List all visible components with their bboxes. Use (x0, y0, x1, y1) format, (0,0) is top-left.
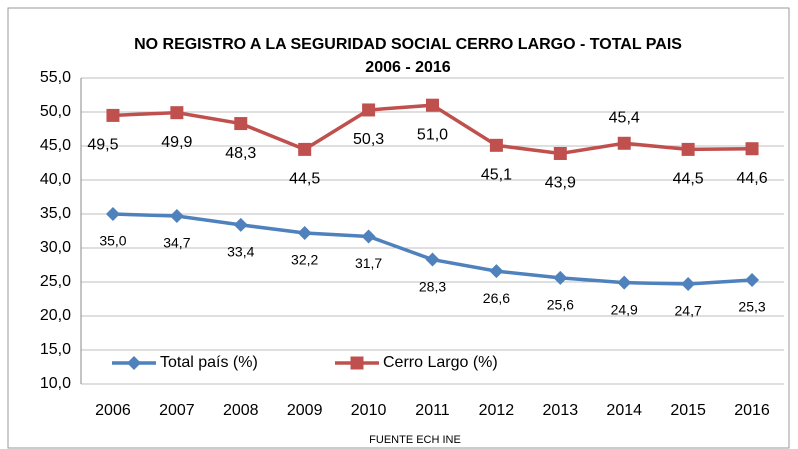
data-point (105, 207, 120, 221)
data-label: 44,5 (289, 171, 320, 188)
data-point (681, 142, 695, 156)
data-point (169, 209, 184, 224)
chart-title: NO REGISTRO A LA SEGURIDAD SOCIAL CERRO … (134, 36, 682, 53)
legend-label: Cerro Largo (%) (383, 354, 498, 371)
data-label: 49,9 (161, 134, 192, 151)
data-label: 43,9 (545, 175, 576, 192)
y-tick-label: 35,0 (40, 205, 71, 222)
data-label: 34,7 (163, 235, 190, 251)
data-label: 28,3 (419, 278, 446, 294)
data-point (297, 226, 312, 241)
x-tick-label: 2015 (670, 402, 706, 419)
data-point (553, 270, 568, 285)
data-point (361, 229, 376, 244)
data-point (362, 103, 376, 117)
data-point (553, 146, 567, 160)
data-point (745, 142, 759, 156)
data-label: 32,2 (291, 252, 318, 268)
legend-label: Total país (%) (160, 354, 258, 371)
data-label: 51,0 (417, 126, 448, 143)
x-tick-label: 2008 (223, 402, 259, 419)
data-label: 35,0 (99, 233, 126, 249)
y-tick-label: 20,0 (40, 307, 71, 324)
data-label: 25,6 (547, 297, 574, 313)
data-label: 45,1 (481, 167, 512, 184)
source-note: FUENTE ECH INE (369, 434, 461, 446)
chart-frame (7, 7, 790, 449)
data-point (425, 252, 440, 267)
data-point (233, 217, 248, 232)
x-tick-label: 2011 (415, 402, 450, 419)
x-tick-label: 2010 (351, 402, 387, 419)
y-tick-label: 15,0 (40, 341, 71, 358)
data-label: 26,6 (483, 290, 510, 306)
data-label: 25,3 (738, 299, 765, 315)
legend-marker (350, 356, 364, 370)
x-tick-label: 2006 (95, 402, 131, 419)
legend-marker (127, 356, 141, 370)
y-tick-label: 25,0 (40, 273, 71, 290)
data-label: 44,6 (736, 170, 767, 187)
y-tick-label: 10,0 (40, 375, 71, 392)
data-point (489, 264, 504, 279)
x-tick-label: 2016 (734, 402, 770, 419)
data-label: 33,4 (227, 244, 254, 260)
data-point (426, 98, 439, 112)
data-point (617, 275, 632, 290)
data-point (745, 272, 760, 287)
y-tick-label: 30,0 (40, 239, 71, 256)
y-tick-label: 45,0 (40, 137, 71, 154)
data-point (106, 108, 120, 122)
data-label: 49,5 (87, 137, 118, 154)
data-point (617, 136, 631, 150)
data-label: 24,9 (611, 301, 638, 317)
x-tick-label: 2007 (159, 402, 195, 419)
x-tick-label: 2009 (287, 402, 323, 419)
y-tick-label: 50,0 (40, 103, 71, 120)
data-label: 44,5 (673, 171, 704, 188)
data-label: 48,3 (225, 145, 256, 162)
data-label: 31,7 (355, 255, 382, 271)
x-tick-label: 2013 (543, 402, 579, 419)
chart-subtitle: 2006 - 2016 (365, 59, 451, 76)
data-point (681, 277, 696, 292)
data-label: 50,3 (353, 131, 384, 148)
data-point (234, 117, 248, 131)
x-tick-label: 2014 (606, 402, 642, 419)
y-tick-label: 40,0 (40, 171, 71, 188)
data-label: 45,4 (609, 109, 640, 126)
data-point (298, 142, 312, 156)
data-point (170, 106, 184, 120)
x-tick-label: 2012 (479, 402, 515, 419)
y-tick-label: 55,0 (40, 69, 71, 86)
data-point (489, 138, 503, 152)
data-label: 24,7 (675, 303, 702, 319)
